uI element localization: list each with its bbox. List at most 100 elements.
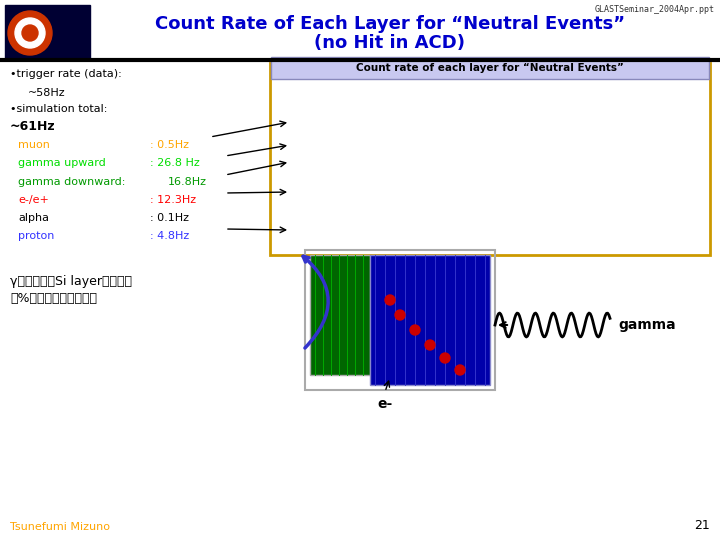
Bar <box>670 377 685 380</box>
Bar <box>370 255 490 385</box>
Bar <box>608 380 624 381</box>
Bar <box>685 374 701 378</box>
Text: : 0.5Hz: : 0.5Hz <box>150 140 189 150</box>
Bar <box>454 334 469 335</box>
Bar <box>346 328 361 356</box>
Bar <box>346 269 361 328</box>
Text: GLASTSeminar_2004Apr.ppt: GLASTSeminar_2004Apr.ppt <box>595 5 715 14</box>
Bar <box>500 375 516 378</box>
Text: : 0.1Hz: : 0.1Hz <box>150 213 189 223</box>
Bar <box>438 328 454 329</box>
Bar <box>305 250 495 390</box>
Bar <box>300 336 315 367</box>
Bar <box>315 369 330 381</box>
Text: •simulation total:: •simulation total: <box>10 104 107 114</box>
Bar <box>654 377 670 380</box>
Bar <box>438 376 454 381</box>
Bar <box>608 375 624 379</box>
Bar <box>377 294 392 341</box>
Bar <box>392 305 408 306</box>
Bar <box>654 380 670 381</box>
Bar <box>346 268 361 269</box>
Bar <box>670 373 685 377</box>
Text: muon: muon <box>18 140 50 150</box>
Circle shape <box>410 325 420 335</box>
Bar <box>346 372 361 381</box>
Bar <box>531 376 546 379</box>
Bar <box>531 379 546 381</box>
Bar <box>531 369 546 376</box>
Text: gamma: gamma <box>618 318 675 332</box>
Text: alpha: alpha <box>18 213 49 223</box>
Bar <box>392 364 408 374</box>
Bar <box>315 233 330 304</box>
Bar <box>485 365 500 374</box>
Bar <box>361 373 377 381</box>
Bar <box>454 335 469 360</box>
Bar <box>593 366 608 374</box>
Bar <box>330 251 346 252</box>
Bar <box>500 349 516 366</box>
Bar <box>438 370 454 376</box>
Bar <box>485 374 500 377</box>
Bar <box>315 344 330 369</box>
Bar <box>500 378 516 381</box>
Bar <box>685 378 701 380</box>
Bar <box>408 367 423 375</box>
Bar <box>408 375 423 381</box>
Bar <box>577 378 593 379</box>
Bar <box>377 341 392 362</box>
Circle shape <box>455 365 465 375</box>
Bar <box>361 360 377 372</box>
Bar <box>577 373 593 378</box>
Circle shape <box>22 25 38 41</box>
Bar <box>546 377 562 379</box>
Text: γ線事象も全Si layerに渡り、: γ線事象も全Si layerに渡り、 <box>10 275 132 288</box>
Bar <box>454 372 469 376</box>
Bar <box>639 379 654 380</box>
Bar <box>270 63 710 255</box>
Bar <box>608 379 624 380</box>
Circle shape <box>15 18 45 48</box>
Circle shape <box>425 340 435 350</box>
Text: 21: 21 <box>694 519 710 532</box>
Text: Real Data
(level flight): Real Data (level flight) <box>431 262 508 284</box>
Text: ~61Hz: ~61Hz <box>10 120 55 133</box>
Bar <box>639 376 654 379</box>
Bar <box>438 356 454 370</box>
Circle shape <box>395 310 405 320</box>
Bar <box>377 362 392 373</box>
Bar <box>516 353 531 368</box>
Bar <box>562 361 577 372</box>
Bar <box>593 380 608 381</box>
Bar <box>469 363 485 374</box>
Bar <box>392 346 408 364</box>
Text: proton: proton <box>18 231 55 241</box>
Bar <box>423 323 438 354</box>
Text: gamma upward: gamma upward <box>18 158 106 168</box>
Bar <box>454 377 469 381</box>
Bar <box>310 255 370 375</box>
Bar <box>639 370 654 376</box>
Bar <box>546 370 562 377</box>
Bar <box>593 379 608 380</box>
Text: 数%内でデータを再現。: 数%内でデータを再現。 <box>10 292 97 305</box>
Bar <box>330 370 346 381</box>
FancyBboxPatch shape <box>271 57 709 79</box>
Bar <box>300 213 315 290</box>
Bar <box>377 293 392 294</box>
Bar <box>562 379 577 381</box>
Text: •trigger rate (data):: •trigger rate (data): <box>10 69 122 79</box>
Bar <box>361 281 377 282</box>
Bar <box>300 290 315 336</box>
Bar <box>330 252 346 318</box>
Bar <box>562 372 577 377</box>
Bar <box>330 318 346 352</box>
Bar <box>284 279 300 328</box>
Bar <box>315 304 330 344</box>
Text: Tsunefumi Mizuno: Tsunefumi Mizuno <box>10 522 110 532</box>
Bar <box>516 378 531 381</box>
Bar <box>654 372 670 377</box>
Bar <box>284 328 300 366</box>
Bar <box>392 306 408 346</box>
